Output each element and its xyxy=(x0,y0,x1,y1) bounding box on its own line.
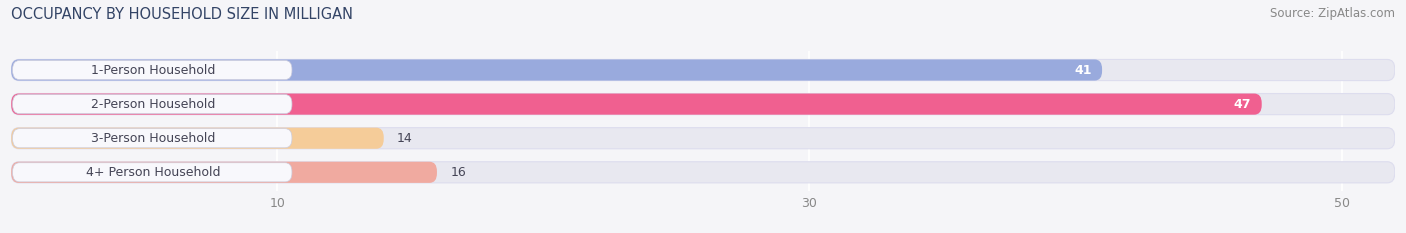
FancyBboxPatch shape xyxy=(11,59,1102,81)
FancyBboxPatch shape xyxy=(11,93,1261,115)
Text: 47: 47 xyxy=(1233,98,1251,111)
Text: OCCUPANCY BY HOUSEHOLD SIZE IN MILLIGAN: OCCUPANCY BY HOUSEHOLD SIZE IN MILLIGAN xyxy=(11,7,353,22)
Text: 2-Person Household: 2-Person Household xyxy=(91,98,215,111)
Text: 41: 41 xyxy=(1074,64,1091,76)
Text: 1-Person Household: 1-Person Household xyxy=(91,64,215,76)
FancyBboxPatch shape xyxy=(11,59,1395,81)
Text: 3-Person Household: 3-Person Household xyxy=(91,132,215,145)
FancyBboxPatch shape xyxy=(13,163,292,182)
FancyBboxPatch shape xyxy=(11,162,1395,183)
Text: Source: ZipAtlas.com: Source: ZipAtlas.com xyxy=(1270,7,1395,20)
FancyBboxPatch shape xyxy=(11,93,1395,115)
FancyBboxPatch shape xyxy=(11,162,437,183)
Text: 4+ Person Household: 4+ Person Household xyxy=(86,166,221,179)
FancyBboxPatch shape xyxy=(11,128,1395,149)
Text: 14: 14 xyxy=(396,132,413,145)
Text: 16: 16 xyxy=(450,166,465,179)
FancyBboxPatch shape xyxy=(13,129,292,148)
FancyBboxPatch shape xyxy=(11,128,384,149)
FancyBboxPatch shape xyxy=(13,61,292,79)
FancyBboxPatch shape xyxy=(13,95,292,114)
